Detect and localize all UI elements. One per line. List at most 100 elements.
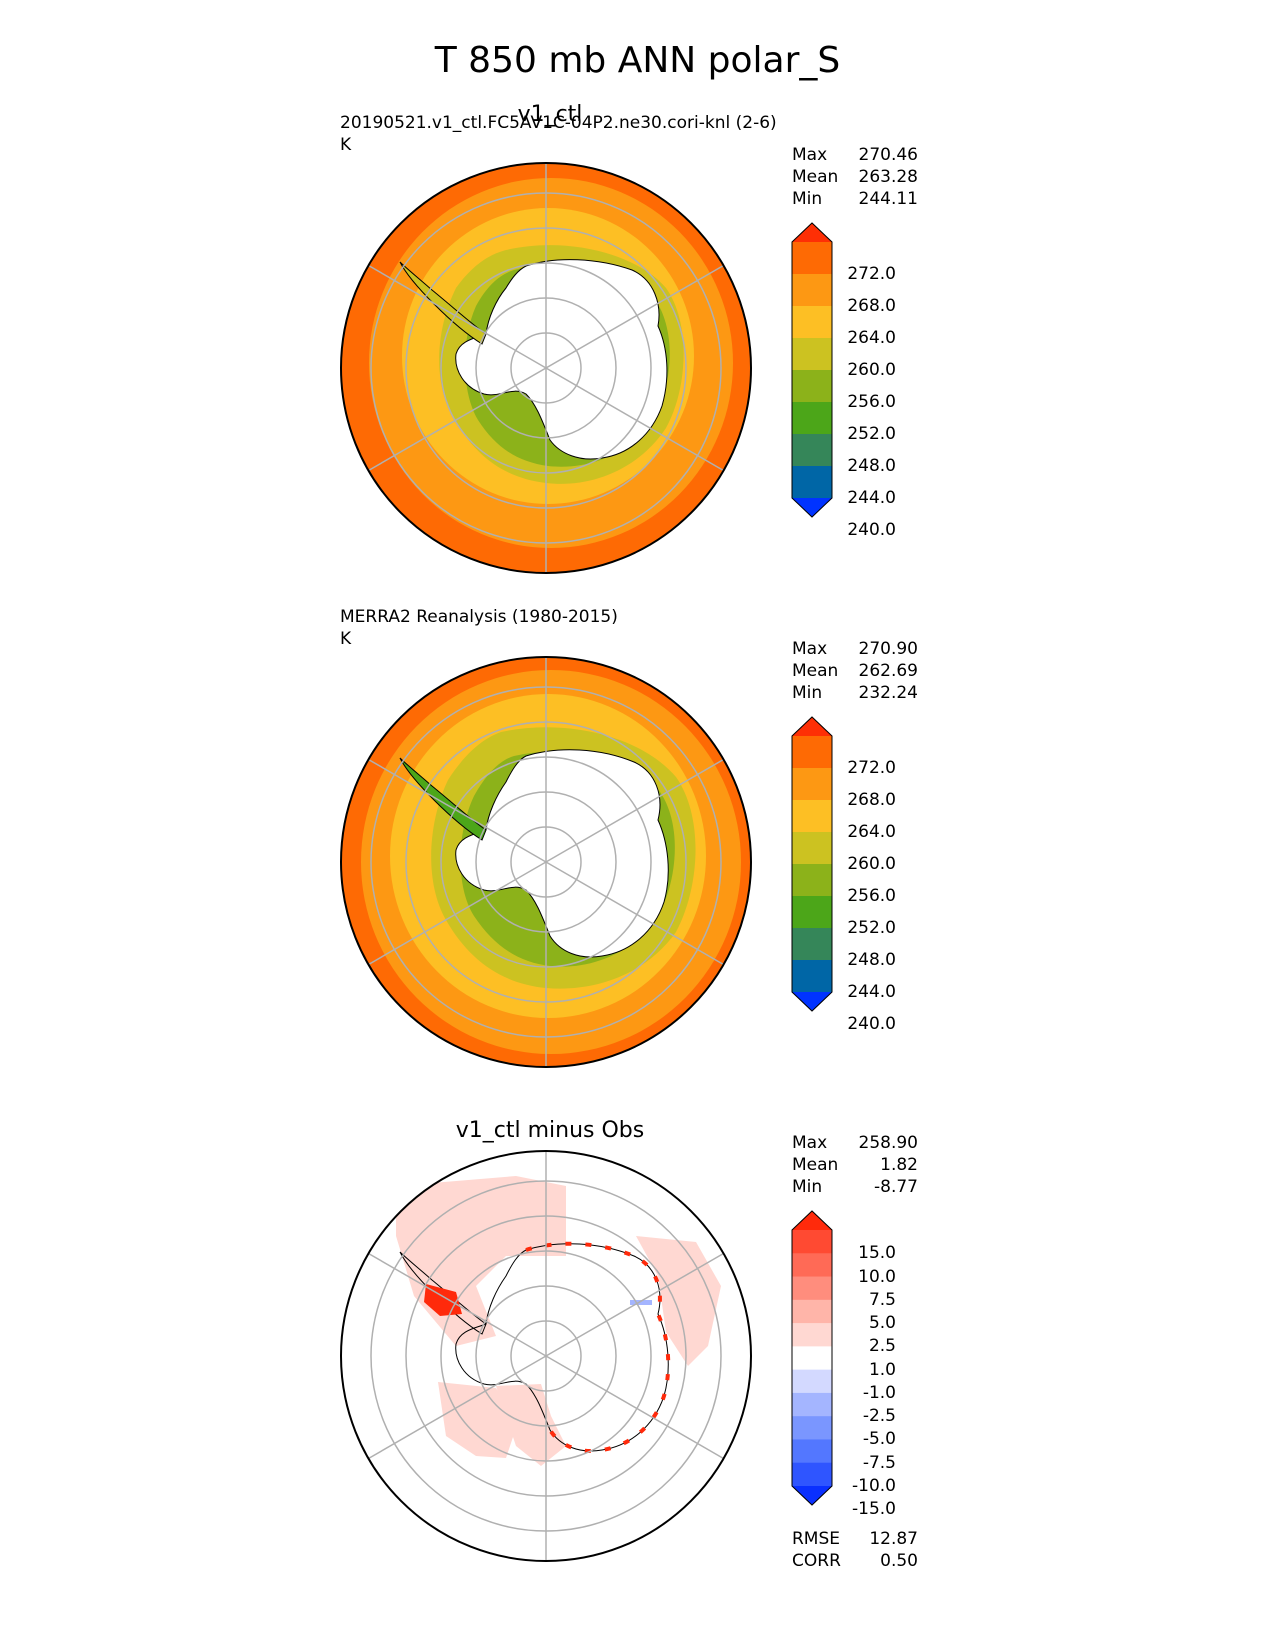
colorbar-bin	[792, 768, 832, 801]
colorbar-test-ticks: 272.0 268.0 264.0 260.0 256.0 252.0 248.0 244.0…	[834, 222, 896, 540]
colorbar-tick-label: 264.0	[847, 328, 896, 348]
antarctic-peninsula	[399, 261, 487, 345]
colorbar-tick-label: 264.0	[847, 822, 896, 842]
panel-1-subtitle: 20190521.v1_ctl.FC5AV1C-04P2.ne30.cori-k…	[340, 113, 777, 133]
colorbar-tick-label: 240.0	[847, 520, 896, 540]
colorbar-tick-label: 256.0	[847, 392, 896, 412]
colorbar-bin	[792, 1253, 832, 1278]
panel-3-title: v1_ctl minus Obs	[455, 1118, 645, 1143]
colorbar-tick-label: 1.0	[868, 1359, 896, 1380]
colorbar-bin	[792, 800, 832, 833]
metric-label: RMSE	[792, 1529, 841, 1549]
colorbar-tick-label: 15.0	[858, 1243, 896, 1264]
stat-label: Mean	[792, 661, 839, 681]
stat-value: 258.90	[858, 1133, 918, 1153]
stat-value: 270.46	[858, 145, 918, 165]
diff-region-ross	[438, 1382, 518, 1458]
colorbar-bin	[792, 1439, 832, 1464]
colorbar-bin	[792, 832, 832, 865]
colorbar-tick-label: -7.5	[862, 1452, 896, 1473]
metric-value: 0.50	[880, 1551, 918, 1571]
colorbar-tick-label: -5.0	[862, 1429, 896, 1450]
colorbar-tick-label: -1.0	[862, 1382, 896, 1403]
stat-value: -8.77	[874, 1177, 918, 1197]
colorbar-extend-low	[792, 992, 832, 1011]
colorbar-bin	[792, 1346, 832, 1371]
colorbar-extend-low	[792, 498, 832, 517]
colorbar-difference	[791, 1210, 833, 1506]
colorbar-bin	[792, 466, 832, 499]
map-boundary	[340, 162, 752, 574]
stat-value: 262.69	[858, 661, 918, 681]
colorbar-tick-label: 268.0	[847, 296, 896, 316]
colorbar-tick-label: 252.0	[847, 918, 896, 938]
colorbar-tick-label: 252.0	[847, 424, 896, 444]
colorbar-extend-high	[792, 223, 832, 242]
stat-value: 263.28	[858, 167, 918, 187]
colorbar-bin	[792, 242, 832, 275]
stat-label: Min	[792, 1177, 823, 1197]
polar-map-difference	[340, 1150, 752, 1562]
stat-label: Mean	[792, 167, 839, 187]
colorbar-tick-label: 272.0	[847, 758, 896, 778]
colorbar-bin	[792, 338, 832, 371]
stat-label: Mean	[792, 1155, 839, 1175]
polar-map-test	[340, 162, 752, 574]
panel-2-subtitle: MERRA2 Reanalysis (1980-2015)	[340, 607, 618, 627]
colorbar-tick-label: 272.0	[847, 264, 896, 284]
stat-value: 244.11	[858, 189, 918, 209]
colorbar-extend-high	[792, 717, 832, 736]
colorbar-bin	[792, 434, 832, 467]
stat-label: Max	[792, 145, 828, 165]
stat-value: 1.82	[880, 1155, 918, 1175]
diff-cool-patch	[630, 1300, 652, 1305]
panel-3-stats: Max 258.90 Mean 1.82 Min -8.77	[792, 1132, 918, 1198]
colorbar-outline	[791, 1210, 833, 1506]
colorbar-tick-label: 240.0	[847, 1014, 896, 1034]
colorbar-tick-label: 10.0	[858, 1266, 896, 1287]
colorbar-bin	[792, 1230, 832, 1254]
stat-value: 232.24	[858, 683, 918, 703]
colorbar-tick-label: 260.0	[847, 854, 896, 874]
colorbar-bin	[792, 402, 832, 435]
colorbar-bin	[792, 370, 832, 403]
colorbar-bin	[792, 1299, 832, 1324]
colorbar-bin	[792, 1323, 832, 1347]
grid-lines	[368, 163, 724, 573]
colorbar-tick-label: 260.0	[847, 360, 896, 380]
panel-2-stats: Max 270.90 Mean 262.69 Min 232.24	[792, 638, 918, 704]
colorbar-tick-label: -15.0	[852, 1499, 896, 1520]
colorbar-bin	[792, 1462, 832, 1487]
diff-region-east	[636, 1236, 721, 1366]
colorbar-bin	[792, 1369, 832, 1394]
colorbar-tick-label: -2.5	[862, 1406, 896, 1427]
colorbar-extend-low	[792, 1486, 832, 1505]
colorbar-tick-label: 256.0	[847, 886, 896, 906]
stat-label: Max	[792, 639, 828, 659]
colorbar-tick-label: 244.0	[847, 488, 896, 508]
colorbar-tick-label: 2.5	[868, 1336, 896, 1357]
colorbar-bin	[792, 1416, 832, 1440]
grid-lines	[368, 657, 724, 1067]
colorbar-bin	[792, 896, 832, 929]
colorbar-outline	[791, 222, 833, 518]
stat-label: Min	[792, 683, 823, 703]
colorbar-tick-label: 7.5	[868, 1289, 896, 1310]
colorbar-tick-label: -10.0	[852, 1476, 896, 1496]
colorbar-tick-label: 268.0	[847, 790, 896, 810]
colorbar-test	[791, 222, 833, 518]
colorbar-outline	[791, 716, 833, 1012]
figure-title: T 850 mb ANN polar_S	[434, 40, 841, 81]
panel-3-metrics: RMSE 12.87 CORR 0.50	[792, 1528, 918, 1572]
colorbar-reference	[791, 716, 833, 1012]
colorbar-tick-label: 244.0	[847, 982, 896, 1002]
colorbar-tick-label: 248.0	[847, 456, 896, 476]
colorbar-bin	[792, 960, 832, 993]
stat-value: 270.90	[858, 639, 918, 659]
panel-2-units: K	[340, 629, 352, 649]
metric-value: 12.87	[869, 1529, 918, 1549]
colorbar-bin	[792, 1392, 832, 1417]
stat-label: Min	[792, 189, 823, 209]
colorbar-bin	[792, 1276, 832, 1301]
panel-1-units: K	[340, 135, 352, 155]
